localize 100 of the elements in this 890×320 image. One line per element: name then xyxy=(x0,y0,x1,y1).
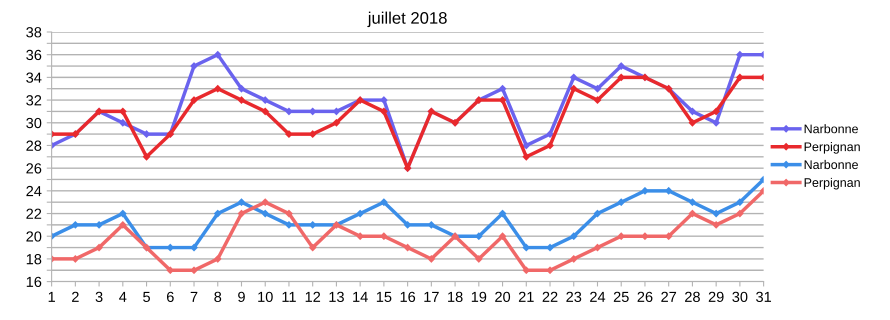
point xyxy=(546,130,554,138)
y-tick-label: 32 xyxy=(26,95,42,106)
x-tick-label: 16 xyxy=(400,292,416,302)
x-tick-label: 19 xyxy=(472,292,486,302)
point xyxy=(570,232,578,240)
legend-label: Perpignan xyxy=(804,178,860,190)
point xyxy=(522,152,530,161)
x-tick-label: 1 xyxy=(48,292,55,302)
y-tick-label: 30 xyxy=(26,118,42,128)
x-tick-label: 8 xyxy=(214,292,222,302)
point xyxy=(688,107,696,116)
x-tick-label: 13 xyxy=(329,292,344,302)
point xyxy=(118,210,127,218)
x-tick-label: 23 xyxy=(566,292,582,302)
x-tick-label: 27 xyxy=(661,292,676,302)
x-tick-label: 5 xyxy=(143,292,150,302)
point xyxy=(118,118,127,127)
y-tick-label: 36 xyxy=(26,50,42,60)
point xyxy=(522,142,530,150)
legend-label: Narbonne xyxy=(804,124,858,134)
point xyxy=(214,50,222,59)
point xyxy=(474,254,483,263)
y-tick-label: 28 xyxy=(26,140,42,151)
point xyxy=(380,107,388,116)
x-tick-label: 20 xyxy=(495,292,510,302)
point xyxy=(214,210,222,218)
x-tick-label: 10 xyxy=(258,292,273,302)
point xyxy=(190,96,198,104)
y-tick-label: 18 xyxy=(26,254,42,264)
point xyxy=(190,62,198,70)
x-tick-label: 22 xyxy=(542,292,558,302)
point xyxy=(356,210,364,218)
point xyxy=(95,244,104,252)
point xyxy=(118,220,127,229)
point xyxy=(736,198,744,206)
x-tick-label: 6 xyxy=(166,292,174,302)
x-tick-label: 11 xyxy=(282,292,296,302)
x-tick-label: 9 xyxy=(238,292,245,302)
x-tick-label: 7 xyxy=(190,292,198,302)
x-tick-label: 29 xyxy=(708,292,724,302)
point xyxy=(570,84,578,93)
point xyxy=(498,84,506,93)
point xyxy=(404,244,412,252)
point xyxy=(238,84,246,93)
point xyxy=(594,210,602,218)
y-tick-label: 22 xyxy=(26,208,42,219)
point xyxy=(261,210,270,218)
legend-label: Narbonne xyxy=(804,160,858,170)
x-tick-label: 31 xyxy=(756,292,772,302)
point xyxy=(498,210,506,218)
x-tick-label: 21 xyxy=(518,292,534,302)
point xyxy=(332,118,340,127)
point xyxy=(285,210,293,218)
point xyxy=(736,210,744,218)
point xyxy=(214,84,222,93)
point xyxy=(594,96,602,104)
x-tick-label: 30 xyxy=(732,292,748,302)
y-tick-label: 26 xyxy=(26,163,42,174)
point xyxy=(594,244,602,252)
x-tick-label: 3 xyxy=(96,292,102,302)
point xyxy=(427,254,436,263)
x-tick-label: 17 xyxy=(424,292,439,302)
point xyxy=(570,254,578,263)
point xyxy=(380,198,388,206)
point xyxy=(594,84,602,93)
x-tick-label: 24 xyxy=(590,292,606,302)
y-tick-label: 34 xyxy=(26,72,42,83)
x-tick-label: 14 xyxy=(353,292,368,302)
point xyxy=(712,210,720,218)
point xyxy=(261,107,270,116)
point xyxy=(498,232,506,240)
x-tick-label: 15 xyxy=(376,292,392,302)
point xyxy=(214,254,222,263)
point xyxy=(688,198,696,206)
point xyxy=(261,96,270,104)
point xyxy=(238,210,246,218)
x-tick-label: 2 xyxy=(72,292,79,302)
point xyxy=(712,118,720,127)
point xyxy=(617,198,626,206)
point xyxy=(238,96,246,104)
point xyxy=(617,62,626,70)
x-tick-label: 18 xyxy=(448,292,463,302)
point xyxy=(142,152,150,161)
y-tick-label: 20 xyxy=(26,231,42,242)
point xyxy=(308,244,317,252)
point xyxy=(261,198,270,206)
x-tick-label: 28 xyxy=(685,292,700,302)
y-tick-label: 24 xyxy=(26,186,42,196)
x-tick-label: 4 xyxy=(119,292,126,302)
chart-title: juillet 2018 xyxy=(367,12,447,28)
x-tick-label: 12 xyxy=(306,292,320,302)
point xyxy=(570,73,578,82)
point xyxy=(238,198,246,206)
point xyxy=(688,118,696,127)
y-tick-label: 38 xyxy=(26,27,42,38)
x-tick-label: 26 xyxy=(638,292,652,302)
x-tick-label: 25 xyxy=(614,292,629,302)
point xyxy=(712,220,720,229)
point xyxy=(688,210,696,218)
legend-label: Perpignan xyxy=(804,142,860,154)
